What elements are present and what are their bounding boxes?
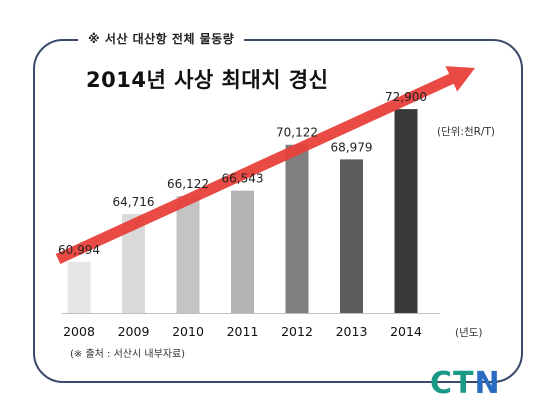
bar-2012 <box>285 144 309 313</box>
bar-2011 <box>231 190 254 313</box>
value-label-2009: 64,716 <box>113 195 155 209</box>
bar-2008 <box>67 261 91 313</box>
value-label-2012: 70,122 <box>276 126 318 140</box>
value-label-2013: 68,979 <box>331 140 373 154</box>
category-label-2011: 2011 <box>227 324 259 339</box>
category-label-2008: 2008 <box>63 324 95 339</box>
chart-title: 2014년 사상 최대치 경신 <box>86 68 329 92</box>
chart-frame <box>33 39 523 383</box>
value-label-2011: 66,543 <box>222 172 264 186</box>
bar-2009 <box>122 214 145 313</box>
category-label-2014: 2014 <box>390 324 422 339</box>
value-label-2014: 72,900 <box>385 90 427 104</box>
y-unit-label: (단위:천R/T) <box>437 126 495 138</box>
growth-arrow <box>55 66 475 264</box>
bar-2010 <box>176 196 200 313</box>
source-note: (※ 출처 : 서산시 내부자료) <box>70 349 186 360</box>
bar-2013 <box>340 159 363 313</box>
value-label-2010: 66,122 <box>167 177 209 191</box>
value-label-2008: 60,994 <box>58 243 100 257</box>
category-label-2009: 2009 <box>118 324 150 339</box>
category-label-2010: 2010 <box>172 324 204 339</box>
bar-2014 <box>394 109 418 313</box>
ctn-logo: CTN <box>430 366 501 401</box>
category-label-2013: 2013 <box>336 324 368 339</box>
category-label-2012: 2012 <box>281 324 313 339</box>
x-unit-label: (년도) <box>455 327 483 339</box>
logo-text-n: N <box>474 366 501 401</box>
header-tag: ※ 서산 대산항 전체 물동량 <box>78 30 245 47</box>
logo-text-ct: CT <box>430 366 475 401</box>
